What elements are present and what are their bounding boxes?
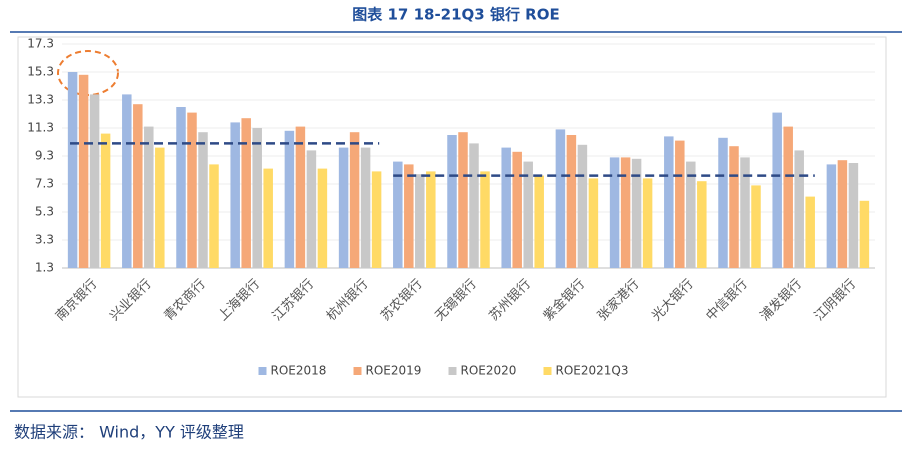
y-tick-label: 5.3 <box>35 205 54 219</box>
x-tick-label: 光大银行 <box>649 277 696 324</box>
bar <box>404 164 414 268</box>
bar <box>122 94 132 269</box>
bar <box>338 147 349 268</box>
bar <box>826 164 837 268</box>
bar <box>642 178 653 268</box>
y-tick-label: 13.3 <box>27 93 54 107</box>
x-tick-label: 苏农银行 <box>378 276 426 324</box>
bar <box>609 157 620 268</box>
bar <box>284 130 295 268</box>
x-tick-label: 浦发银行 <box>757 276 805 324</box>
legend-swatch <box>543 367 552 375</box>
x-tick-label: 江苏银行 <box>269 276 317 324</box>
bar <box>480 171 490 268</box>
x-tick-label: 兴业银行 <box>107 277 154 324</box>
x-tick-label: 中信银行 <box>703 277 750 324</box>
bar <box>783 126 793 268</box>
legend-swatch <box>353 367 362 375</box>
bar <box>393 161 403 268</box>
bar <box>100 133 111 268</box>
bar <box>198 132 208 268</box>
bar <box>631 158 642 268</box>
bar <box>664 136 674 268</box>
bar <box>133 104 143 268</box>
legend-label: ROE2018 <box>271 364 327 378</box>
source-note: 数据来源： Wind，YY 评级整理 <box>14 423 244 442</box>
bar <box>697 181 707 268</box>
y-tick-label: 9.3 <box>35 149 54 163</box>
bar <box>360 147 371 268</box>
bar <box>295 126 306 268</box>
bar <box>729 146 739 268</box>
bar <box>447 135 457 268</box>
bar <box>577 144 588 268</box>
x-tick-label: 无锡银行 <box>432 277 479 324</box>
bar <box>620 157 631 268</box>
bar <box>426 171 436 268</box>
bar <box>458 132 468 268</box>
bar <box>555 129 566 268</box>
bar <box>144 126 154 268</box>
bar <box>349 132 360 268</box>
bar <box>209 164 219 268</box>
y-tick-label: 17.3 <box>27 37 54 51</box>
bar <box>252 128 262 268</box>
bar <box>263 168 273 268</box>
bar <box>588 178 599 268</box>
bar <box>317 168 328 268</box>
legend-label: ROE2020 <box>461 364 517 378</box>
x-tick-label: 上海银行 <box>216 277 263 324</box>
y-tick-label: 3.3 <box>35 233 54 247</box>
bar <box>794 150 804 268</box>
y-tick-label: 7.3 <box>35 177 54 191</box>
legend-swatch <box>448 367 457 375</box>
bar <box>859 200 870 268</box>
bar <box>751 185 761 268</box>
bar <box>512 151 522 268</box>
legend-label: ROE2021Q3 <box>556 364 629 378</box>
chart-frame <box>17 36 887 398</box>
bar <box>675 140 685 268</box>
y-tick-label: 1.3 <box>35 261 54 275</box>
bar <box>534 175 544 268</box>
bar <box>155 147 165 268</box>
legend-swatch <box>258 367 267 375</box>
x-tick-label: 南京银行 <box>52 276 100 324</box>
bar <box>78 74 89 268</box>
bar <box>306 150 317 268</box>
bar <box>415 174 425 268</box>
bar <box>241 118 251 268</box>
bar <box>501 147 511 268</box>
bar <box>67 72 78 268</box>
bar <box>772 112 782 268</box>
bar <box>805 196 815 268</box>
bar <box>848 163 859 268</box>
x-tick-label: 青农商行 <box>161 277 208 324</box>
bar <box>89 94 100 269</box>
x-tick-label: 江阴银行 <box>812 277 859 324</box>
bar <box>176 107 186 268</box>
legend-label: ROE2019 <box>366 364 422 378</box>
bar <box>523 161 533 268</box>
y-tick-label: 15.3 <box>27 65 54 79</box>
bar <box>686 161 696 268</box>
x-tick-label: 紫金银行 <box>540 276 588 324</box>
bar <box>566 135 577 268</box>
y-tick-label: 11.3 <box>27 121 54 135</box>
bar <box>371 171 382 268</box>
bar <box>837 160 848 268</box>
bar <box>740 157 750 268</box>
x-tick-label: 苏州银行 <box>486 276 534 324</box>
chart-title: 图表 17 18-21Q3 银行 ROE <box>352 6 559 24</box>
bar <box>187 112 197 268</box>
x-tick-label: 张家港行 <box>594 276 642 324</box>
bar <box>230 122 240 269</box>
x-tick-label: 杭州银行 <box>324 277 371 324</box>
bar <box>718 137 728 268</box>
bar <box>469 143 479 268</box>
